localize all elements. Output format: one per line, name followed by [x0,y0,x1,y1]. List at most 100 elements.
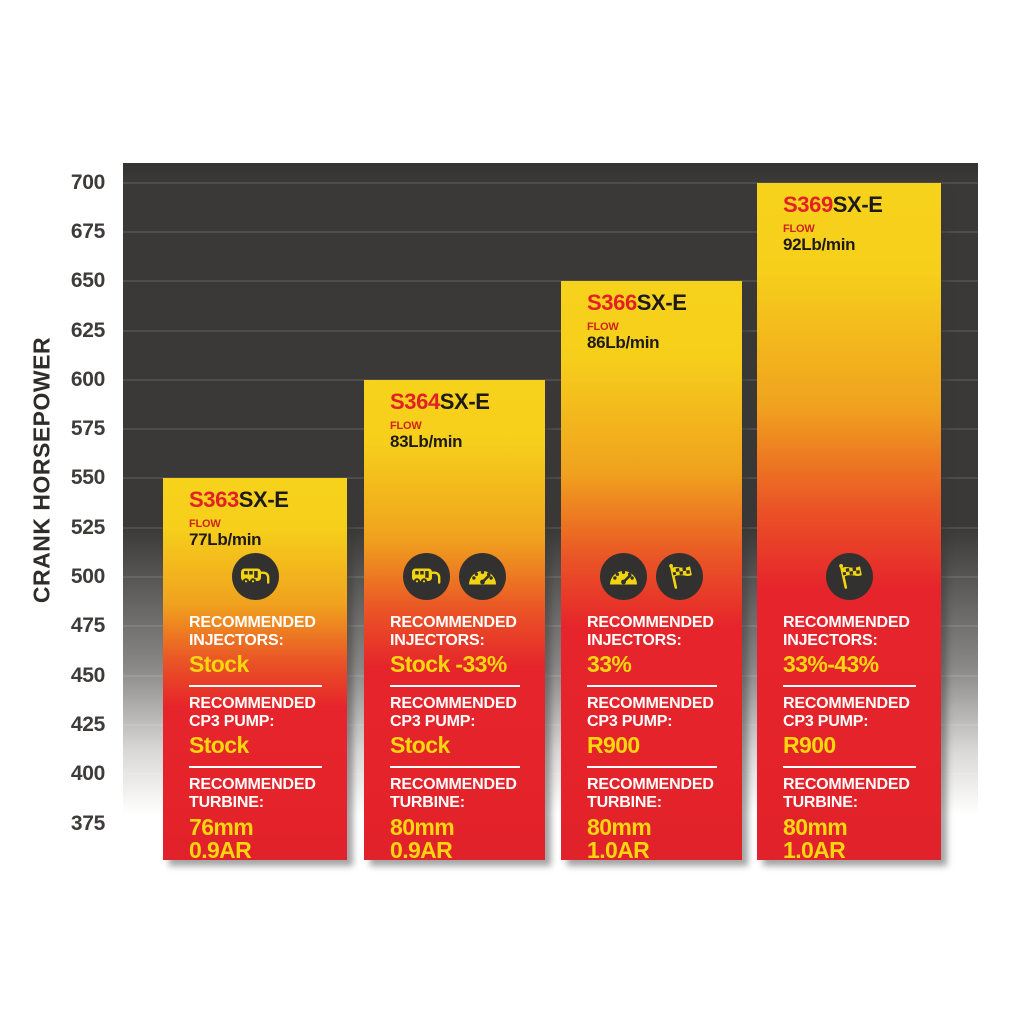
spec-value: 80mm 1.0AR [587,813,652,863]
flow-value: 86Lb/min [587,333,660,353]
y-tick-label: 650 [70,269,105,293]
gridline [123,625,978,628]
y-axis: 700 675 650 625 600 575 550 525 500 475 450 425 400 3… [0,163,112,863]
spec-label: RECOMMENDED INJECTORS: [783,614,910,649]
spec-label: RECOMMENDED INJECTORS: [189,614,316,649]
flow-value: 83Lb/min [390,431,463,451]
flow-label: FLOW [783,222,815,235]
gridline [123,477,978,480]
y-tick-label: 675 [70,220,105,243]
spec-value: 33%-43% [783,651,879,678]
spec-value: Stock [189,732,249,759]
gauge-icon [600,552,647,600]
spec-value: Stock -33% [390,651,507,678]
spec-value: R900 [783,732,836,759]
y-tick-label: 500 [70,565,105,589]
spec-section: RECOMMENDED INJECTORS: 33%-43% [783,606,916,685]
model-name: S364SX-E [390,388,533,414]
gridline [123,428,978,431]
flow-label: FLOW [587,321,619,334]
spec-section: RECOMMENDED INJECTORS: 33% [587,606,717,685]
gridline [123,822,978,825]
spec-label: RECOMMENDED CP3 PUMP: [189,695,316,730]
towing-camper-icon [231,552,279,600]
checkered-flag-icon [825,552,873,600]
spec-section: RECOMMENDED TURBINE: 80mm 1.0AR [587,766,717,870]
icon-row [364,552,545,600]
spec-sections: RECOMMENDED INJECTORS: Stock RECOMMENDED… [163,600,347,871]
gridline [123,723,978,726]
gridline [123,526,978,529]
spec-label: RECOMMENDED TURBINE: [390,776,517,811]
spec-label: RECOMMENDED TURBINE: [783,776,910,811]
gridline [123,280,978,283]
spec-value: Stock [390,732,450,759]
spec-label: RECOMMENDED INJECTORS: [390,614,517,649]
spec-section: RECOMMENDED CP3 PUMP: R900 [783,685,916,766]
spec-section: RECOMMENDED CP3 PUMP: Stock [189,685,322,766]
y-tick-label: 700 [70,170,105,194]
turbo-bar: S363SX-E FLOW 77Lb/min RECOMMENDED INJEC… [163,478,347,861]
bar-details: RECOMMENDED INJECTORS: 33% RECOMMENDED C… [561,552,742,861]
spec-section: RECOMMENDED TURBINE: 76mm 0.9AR [189,766,322,870]
bar-details: RECOMMENDED INJECTORS: Stock -33% RECOMM… [364,552,545,861]
model-series: SX-E [832,191,883,217]
y-tick-label: 575 [70,417,105,441]
y-tick-label: 400 [70,762,105,786]
gridline [123,329,978,332]
model-series: SX-E [238,487,289,513]
spec-value: 80mm 1.0AR [783,813,848,863]
y-tick-label: 375 [70,811,105,835]
spec-label: RECOMMENDED TURBINE: [587,776,714,811]
gridline [123,576,978,579]
towing-camper-icon [403,552,450,600]
flow-value: 77Lb/min [189,530,262,550]
gridline [123,378,978,381]
gridline [123,181,978,184]
spec-label: RECOMMENDED INJECTORS: [587,614,714,649]
spec-label: RECOMMENDED TURBINE: [189,776,316,811]
turbo-bar: S369SX-E FLOW 92Lb/min RECOMMENDED INJEC… [757,182,941,861]
icon-row [561,552,742,600]
y-tick-label: 425 [70,712,105,736]
turbo-bar: S364SX-E FLOW 83Lb/min RECOMMENDED INJEC… [364,379,545,861]
chart-area: S363SX-E FLOW 77Lb/min RECOMMENDED INJEC… [123,163,978,863]
checkered-flag-icon [656,552,703,600]
spec-label: RECOMMENDED CP3 PUMP: [587,695,714,730]
spec-value: 80mm 0.9AR [390,813,455,863]
spec-value: 76mm 0.9AR [189,813,254,863]
gauge-icon [459,552,506,600]
spec-value: Stock [189,651,249,678]
spec-sections: RECOMMENDED INJECTORS: Stock -33% RECOMM… [364,600,545,871]
spec-section: RECOMMENDED CP3 PUMP: R900 [587,685,717,766]
gridline [123,773,978,776]
spec-section: RECOMMENDED INJECTORS: Stock [189,606,322,685]
model-series: SX-E [439,388,490,414]
bar-header: S366SX-E FLOW 86Lb/min [561,281,742,353]
bar-details: RECOMMENDED INJECTORS: Stock RECOMMENDED… [163,552,347,861]
y-tick-label: 475 [70,614,105,638]
spec-sections: RECOMMENDED INJECTORS: 33%-43% RECOMMEND… [757,600,941,871]
y-tick-label: 550 [70,466,105,490]
bar-header: S363SX-E FLOW 77Lb/min [163,478,347,550]
spec-section: RECOMMENDED TURBINE: 80mm 0.9AR [390,766,520,870]
spec-value: R900 [587,732,640,759]
bar-header: S369SX-E FLOW 92Lb/min [757,183,941,255]
turbo-bar: S366SX-E FLOW 86Lb/min RECOMMENDED INJEC… [561,281,742,861]
spec-value: 33% [587,651,632,678]
icon-row [163,552,347,600]
model-number: S364 [390,388,440,414]
model-number: S369 [783,191,833,217]
y-tick-label: 600 [70,367,105,391]
model-name: S363SX-E [189,489,335,511]
spec-section: RECOMMENDED INJECTORS: Stock -33% [390,606,520,685]
model-number: S366 [587,290,637,316]
model-number: S363 [189,487,239,513]
y-tick-label: 525 [70,515,105,539]
gridline [123,674,978,677]
spec-label: RECOMMENDED CP3 PUMP: [783,695,910,730]
gridline [123,231,978,233]
flow-label: FLOW [189,518,221,531]
flow-label: FLOW [390,419,422,432]
